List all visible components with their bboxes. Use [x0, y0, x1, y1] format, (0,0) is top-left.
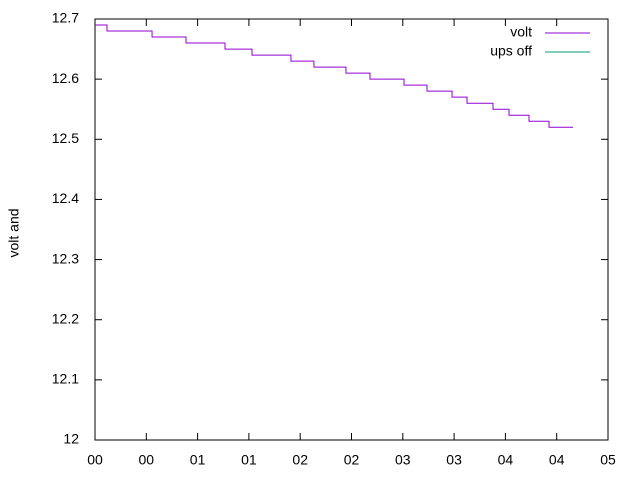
y-tick-label: 12.2	[52, 310, 79, 326]
x-tick-label: 02	[344, 452, 360, 468]
x-tick-label: 01	[190, 452, 206, 468]
x-tick-label: 00	[139, 452, 155, 468]
plot-border	[94, 18, 609, 441]
x-tick-label: 03	[395, 452, 411, 468]
x-tick-label: 00	[87, 452, 103, 468]
y-tick-label: 12.3	[52, 250, 79, 266]
y-tick-label: 12.6	[52, 70, 79, 86]
y-axis-label: volt and	[6, 208, 22, 257]
legend-label: ups off	[490, 43, 532, 59]
x-tick-label: 01	[241, 452, 257, 468]
y-tick-label: 12.4	[52, 190, 79, 206]
x-tick-label: 03	[446, 452, 462, 468]
x-tick-label: 04	[549, 452, 565, 468]
x-tick-label: 02	[292, 452, 308, 468]
y-tick-label: 12.7	[52, 10, 79, 26]
y-tick-label: 12.1	[52, 371, 79, 387]
y-tick-label: 12	[63, 431, 79, 447]
legend-label: volt	[510, 24, 532, 40]
x-tick-label: 05	[600, 452, 616, 468]
data-line	[95, 24, 574, 128]
x-tick-label: 04	[498, 452, 514, 468]
y-tick-label: 12.5	[52, 130, 79, 146]
